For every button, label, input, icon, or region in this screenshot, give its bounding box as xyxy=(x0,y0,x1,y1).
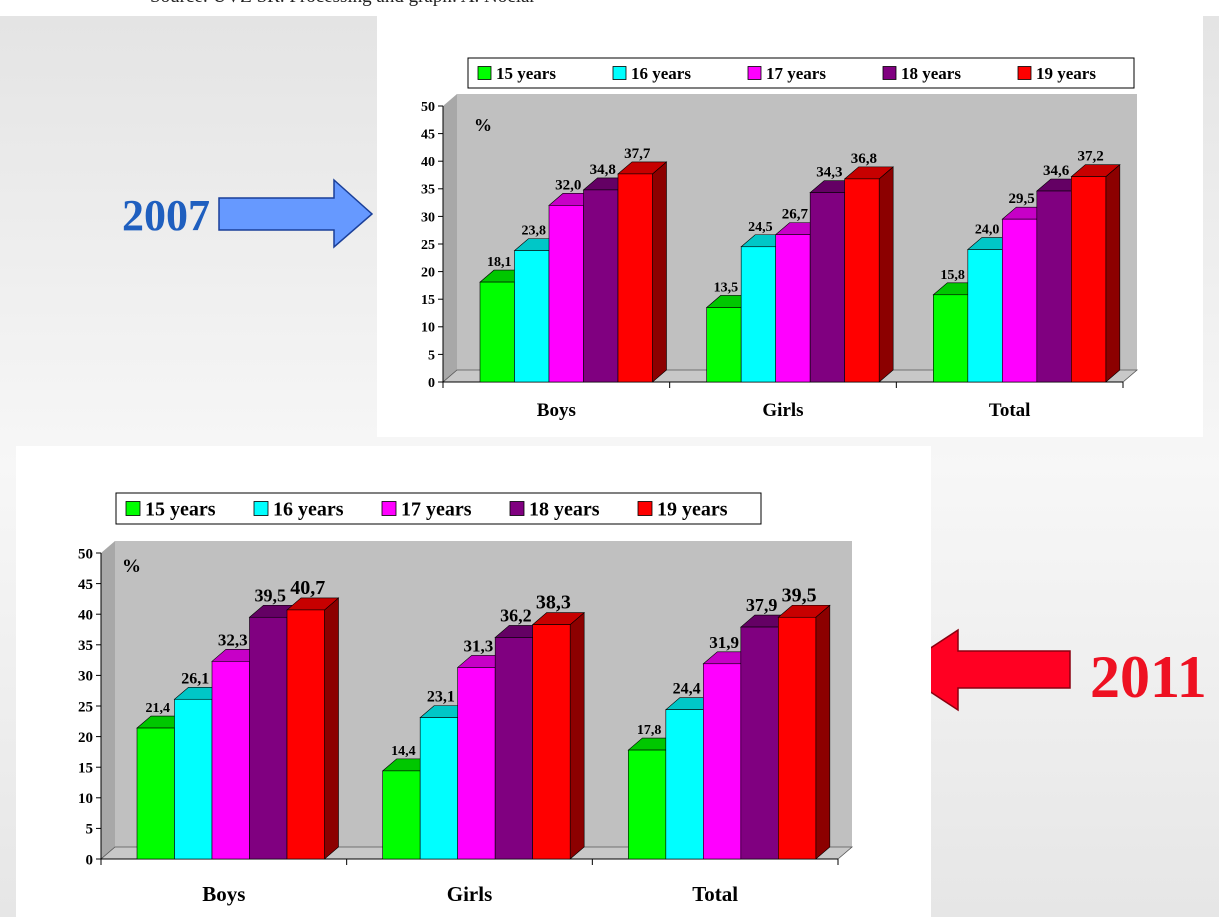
chart-side-wall xyxy=(101,541,115,859)
y-tick-label: 0 xyxy=(428,376,435,391)
data-label: 37,7 xyxy=(624,146,651,162)
data-label: 13,5 xyxy=(714,280,739,295)
data-label: 26,1 xyxy=(181,670,209,687)
legend-label: 17 years xyxy=(401,499,472,521)
year-label-2007: 2007 xyxy=(122,191,210,240)
data-label: 29,5 xyxy=(1008,191,1034,207)
y-axis-label: % xyxy=(122,556,141,577)
bar xyxy=(173,686,227,860)
data-label: 14,4 xyxy=(391,744,416,759)
x-category-label: Boys xyxy=(202,882,245,906)
y-tick-label: 30 xyxy=(78,669,93,685)
y-tick-label: 25 xyxy=(78,699,93,715)
data-label: 17,8 xyxy=(637,723,662,738)
data-label: 32,0 xyxy=(555,177,581,193)
data-label: 24,4 xyxy=(673,681,701,698)
y-tick-label: 45 xyxy=(421,128,435,143)
legend-swatch xyxy=(882,66,897,80)
bar xyxy=(617,161,668,383)
y-tick-label: 15 xyxy=(421,293,435,308)
data-label: 39,5 xyxy=(782,584,817,606)
data-label: 34,3 xyxy=(816,165,842,181)
data-label: 40,7 xyxy=(290,577,325,599)
y-axis-label: % xyxy=(474,115,492,135)
source-note: Source: ÚVZ SR. Processing and graph: A.… xyxy=(150,0,536,8)
x-category-label: Boys xyxy=(537,400,576,421)
y-tick-label: 40 xyxy=(78,607,93,623)
y-tick-label: 30 xyxy=(421,210,435,225)
bar xyxy=(1070,164,1121,383)
data-label: 39,5 xyxy=(255,585,287,605)
legend-label: 16 years xyxy=(631,64,691,83)
y-tick-label: 10 xyxy=(78,791,93,807)
legend-label: 18 years xyxy=(529,499,600,521)
y-tick-label: 50 xyxy=(78,546,93,562)
data-label: 26,7 xyxy=(782,207,809,223)
data-label: 34,6 xyxy=(1043,163,1070,179)
legend-label: 19 years xyxy=(1036,64,1096,83)
legend-label: 15 years xyxy=(145,499,216,521)
bar xyxy=(777,604,831,860)
chart-2007: 0 5 10 15 20 25 30 35 40 45 50% 18,1 23,8 32,0 34,8 37,… xyxy=(377,16,1203,437)
bar xyxy=(286,597,340,860)
arrow-2007-icon xyxy=(218,178,374,249)
y-tick-label: 15 xyxy=(78,760,93,776)
data-label: 38,3 xyxy=(536,592,571,614)
bar xyxy=(843,166,894,383)
legend-swatch xyxy=(509,501,525,516)
legend-label: 15 years xyxy=(496,64,556,83)
x-category-label: Girls xyxy=(762,400,803,421)
legend-label: 18 years xyxy=(901,64,961,83)
chart-svg: 0 5 10 15 20 25 30 35 40 45 50% 18,1 23,8 32,0 34,8 37,… xyxy=(377,16,1203,437)
y-tick-label: 0 xyxy=(86,852,94,868)
bar xyxy=(531,611,585,860)
data-label: 23,8 xyxy=(522,224,547,239)
y-tick-label: 25 xyxy=(421,238,435,253)
y-tick-label: 45 xyxy=(78,577,93,593)
legend: 15 years 16 years 17 years 18 years 19 years xyxy=(115,492,762,525)
y-tick-label: 35 xyxy=(421,183,435,198)
legend-label: 17 years xyxy=(766,64,826,83)
legend-swatch xyxy=(1017,66,1032,80)
data-label: 18,1 xyxy=(487,255,512,270)
y-tick-label: 5 xyxy=(86,822,94,838)
legend-label: 19 years xyxy=(657,499,728,521)
year-label-2011: 2011 xyxy=(1090,644,1207,710)
data-label: 36,2 xyxy=(500,605,532,625)
y-tick-label: 40 xyxy=(421,155,435,170)
x-category-label: Girls xyxy=(447,882,493,906)
data-label: 32,3 xyxy=(218,630,248,649)
data-label: 34,8 xyxy=(590,162,616,178)
y-tick-label: 10 xyxy=(421,321,435,336)
legend-swatch xyxy=(125,501,141,516)
data-label: 37,9 xyxy=(746,595,778,615)
data-label: 31,9 xyxy=(709,633,739,652)
data-label: 31,3 xyxy=(464,636,494,655)
legend-swatch xyxy=(747,66,762,80)
chart-side-wall xyxy=(443,94,457,382)
legend-swatch xyxy=(612,66,627,80)
legend-swatch xyxy=(637,501,653,516)
legend: 15 years 16 years 17 years 18 years 19 years xyxy=(467,57,1135,89)
data-label: 24,0 xyxy=(975,223,1000,238)
legend-swatch xyxy=(381,501,397,516)
x-category-label: Total xyxy=(692,882,738,906)
y-tick-label: 50 xyxy=(421,100,435,115)
data-label: 24,5 xyxy=(748,220,773,235)
data-label: 21,4 xyxy=(146,701,171,716)
data-label: 15,8 xyxy=(940,268,965,283)
data-label: 37,2 xyxy=(1077,149,1103,165)
legend-swatch xyxy=(477,66,492,80)
y-tick-label: 20 xyxy=(421,266,435,281)
x-category-label: Total xyxy=(989,400,1031,421)
y-tick-label: 5 xyxy=(428,348,435,363)
data-label: 36,8 xyxy=(851,151,877,167)
y-tick-label: 35 xyxy=(78,638,93,654)
data-label: 23,1 xyxy=(427,689,455,706)
chart-2011: 0 5 10 15 20 25 30 35 40 45 50% 21,4 26,1 32,3 39,5 40,… xyxy=(16,446,931,917)
legend-swatch xyxy=(253,501,269,516)
y-tick-label: 20 xyxy=(78,730,93,746)
legend-label: 16 years xyxy=(273,499,344,521)
